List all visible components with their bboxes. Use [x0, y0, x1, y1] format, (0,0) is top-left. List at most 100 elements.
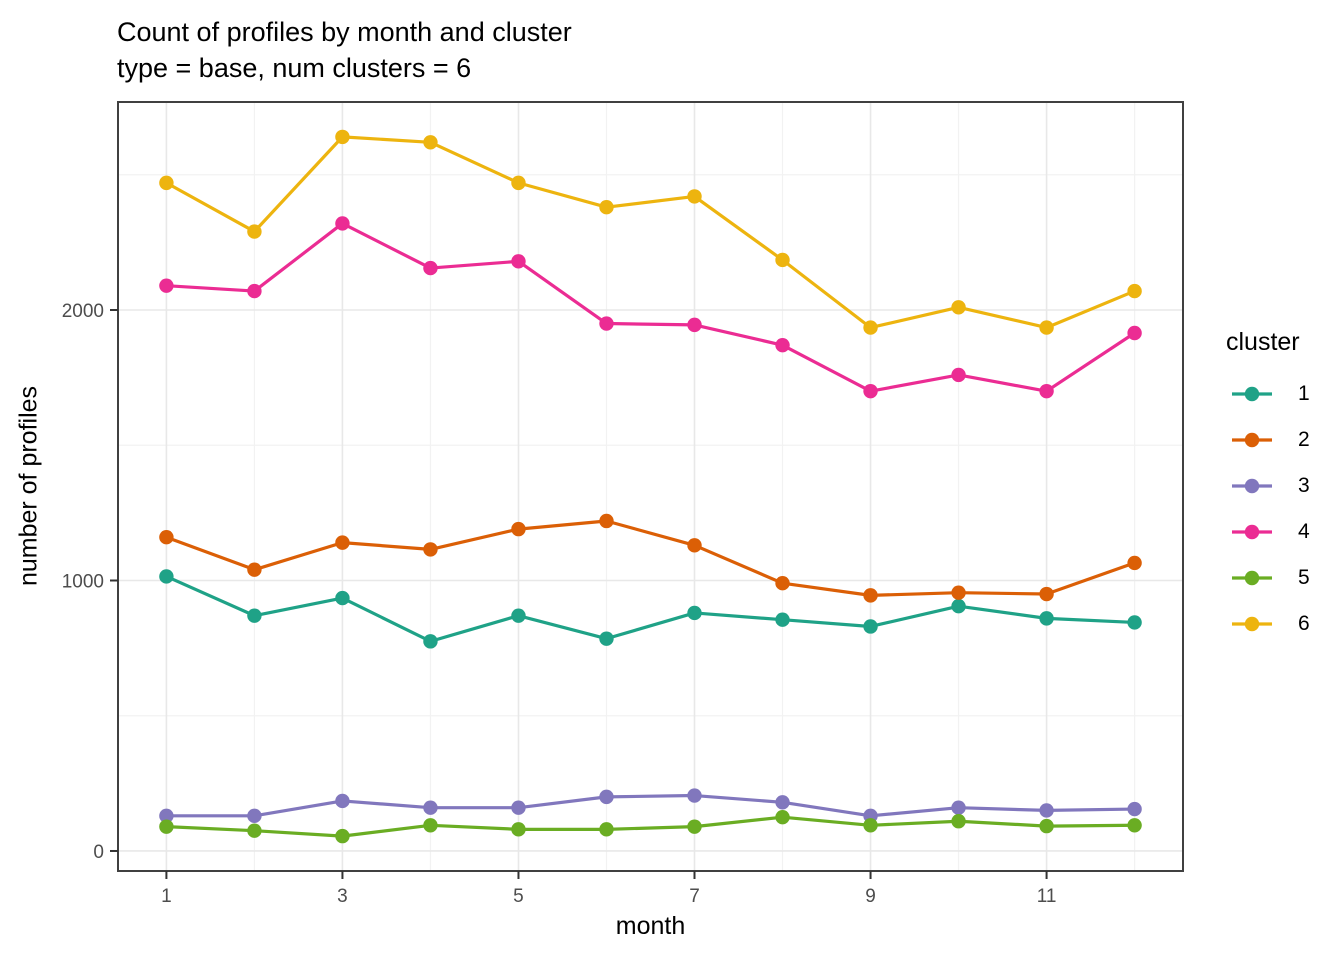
- data-point-cluster-1: [247, 608, 262, 623]
- data-point-cluster-2: [863, 588, 878, 603]
- data-point-cluster-5: [687, 819, 702, 834]
- data-point-cluster-5: [247, 823, 262, 838]
- data-point-cluster-1: [775, 612, 790, 627]
- panel-border: [117, 101, 1184, 872]
- x-tick-label: 7: [689, 886, 700, 907]
- data-point-cluster-3: [247, 808, 262, 824]
- x-axis-title: month: [615, 912, 686, 940]
- data-point-cluster-1: [951, 598, 966, 614]
- data-point-cluster-2: [1127, 555, 1142, 571]
- data-point-cluster-4: [775, 337, 790, 353]
- legend-label: 2: [1298, 428, 1310, 451]
- data-point-cluster-3: [511, 800, 526, 815]
- legend-key-icon: [1232, 524, 1272, 540]
- data-point-cluster-4: [423, 260, 438, 276]
- legend-item-cluster-2: 2: [1224, 417, 1342, 463]
- data-point-cluster-4: [159, 278, 174, 293]
- legend-item-cluster-6: 6: [1224, 601, 1342, 647]
- data-point-cluster-1: [1127, 615, 1142, 630]
- data-point-cluster-4: [247, 283, 262, 299]
- data-point-cluster-1: [335, 590, 350, 606]
- legend-label: 3: [1298, 474, 1310, 497]
- legend-title: cluster: [1226, 328, 1300, 356]
- data-point-cluster-4: [511, 254, 526, 269]
- data-point-cluster-2: [775, 575, 790, 591]
- series-line-4: [164, 221, 1137, 393]
- data-point-cluster-2: [511, 521, 526, 537]
- data-point-cluster-2: [247, 562, 262, 577]
- data-point-cluster-6: [159, 175, 174, 191]
- data-point-cluster-1: [423, 634, 438, 649]
- data-point-cluster-3: [775, 795, 790, 810]
- data-point-cluster-1: [159, 569, 174, 584]
- data-point-cluster-5: [863, 818, 878, 833]
- data-point-cluster-3: [687, 788, 702, 803]
- data-point-cluster-5: [951, 814, 966, 829]
- chart-subtitle: type = base, num clusters = 6: [117, 53, 472, 83]
- data-point-cluster-3: [951, 800, 966, 815]
- legend-item-cluster-4: 4: [1224, 509, 1342, 555]
- legend-key-icon: [1232, 478, 1272, 494]
- legend-key-icon: [1232, 432, 1272, 448]
- data-point-cluster-3: [159, 808, 174, 824]
- data-point-cluster-1: [599, 631, 614, 646]
- y-tick-label: 0: [93, 842, 104, 863]
- data-point-cluster-4: [687, 317, 702, 333]
- series-line-6: [164, 135, 1137, 330]
- data-point-cluster-2: [423, 542, 438, 557]
- data-point-cluster-2: [599, 513, 614, 529]
- series-line-1: [164, 574, 1137, 643]
- data-point-cluster-5: [1039, 818, 1054, 834]
- series-line-3: [164, 793, 1137, 818]
- data-point-cluster-5: [511, 822, 526, 837]
- legend-key-icon: [1232, 616, 1272, 632]
- legend-item-cluster-5: 5: [1224, 555, 1342, 601]
- data-point-cluster-2: [1039, 586, 1054, 602]
- x-tick-label: 9: [865, 886, 876, 907]
- data-point-cluster-4: [951, 367, 966, 383]
- legend-key-icon: [1232, 570, 1272, 586]
- data-point-cluster-6: [775, 252, 790, 268]
- x-tick-label: 11: [1037, 886, 1057, 907]
- data-point-cluster-2: [159, 530, 174, 545]
- data-point-cluster-1: [863, 619, 878, 634]
- legend-items: 1 2 3 4 5 6: [1224, 371, 1342, 647]
- legend-label: 6: [1298, 612, 1310, 635]
- data-point-cluster-3: [599, 789, 614, 805]
- y-tick-label: 1000: [62, 571, 104, 592]
- legend-label: 1: [1298, 382, 1310, 405]
- data-point-cluster-3: [1127, 801, 1142, 817]
- data-point-cluster-5: [599, 822, 614, 837]
- data-point-cluster-5: [423, 818, 438, 833]
- series-line-5: [164, 815, 1137, 838]
- data-point-cluster-2: [951, 585, 966, 600]
- data-point-cluster-3: [423, 800, 438, 815]
- data-point-cluster-5: [159, 819, 174, 834]
- legend-label: 5: [1298, 566, 1310, 589]
- series-line-2: [164, 519, 1137, 597]
- data-point-cluster-1: [687, 605, 702, 621]
- legend-label: 4: [1298, 520, 1310, 543]
- x-tick-label: 1: [161, 886, 172, 907]
- data-point-cluster-3: [1039, 803, 1054, 818]
- data-point-cluster-2: [687, 538, 702, 553]
- chart-title: Count of profiles by month and cluster: [117, 17, 572, 47]
- data-point-cluster-3: [335, 793, 350, 809]
- data-point-cluster-1: [1039, 611, 1054, 626]
- legend-key-icon: [1232, 386, 1272, 402]
- data-point-cluster-6: [599, 200, 614, 215]
- data-point-cluster-6: [423, 135, 438, 150]
- data-point-cluster-6: [1039, 320, 1054, 335]
- data-point-cluster-6: [511, 175, 526, 191]
- data-point-cluster-5: [775, 809, 790, 825]
- x-tick-label: 3: [337, 886, 348, 907]
- data-point-cluster-4: [1127, 325, 1142, 341]
- data-point-cluster-2: [335, 535, 350, 550]
- legend-item-cluster-3: 3: [1224, 463, 1342, 509]
- y-tick-label: 2000: [62, 301, 104, 322]
- data-point-cluster-6: [1127, 283, 1142, 299]
- legend: cluster 1 2 3 4 5 6: [1224, 328, 1342, 647]
- data-point-cluster-6: [687, 189, 702, 204]
- data-point-cluster-1: [511, 608, 526, 623]
